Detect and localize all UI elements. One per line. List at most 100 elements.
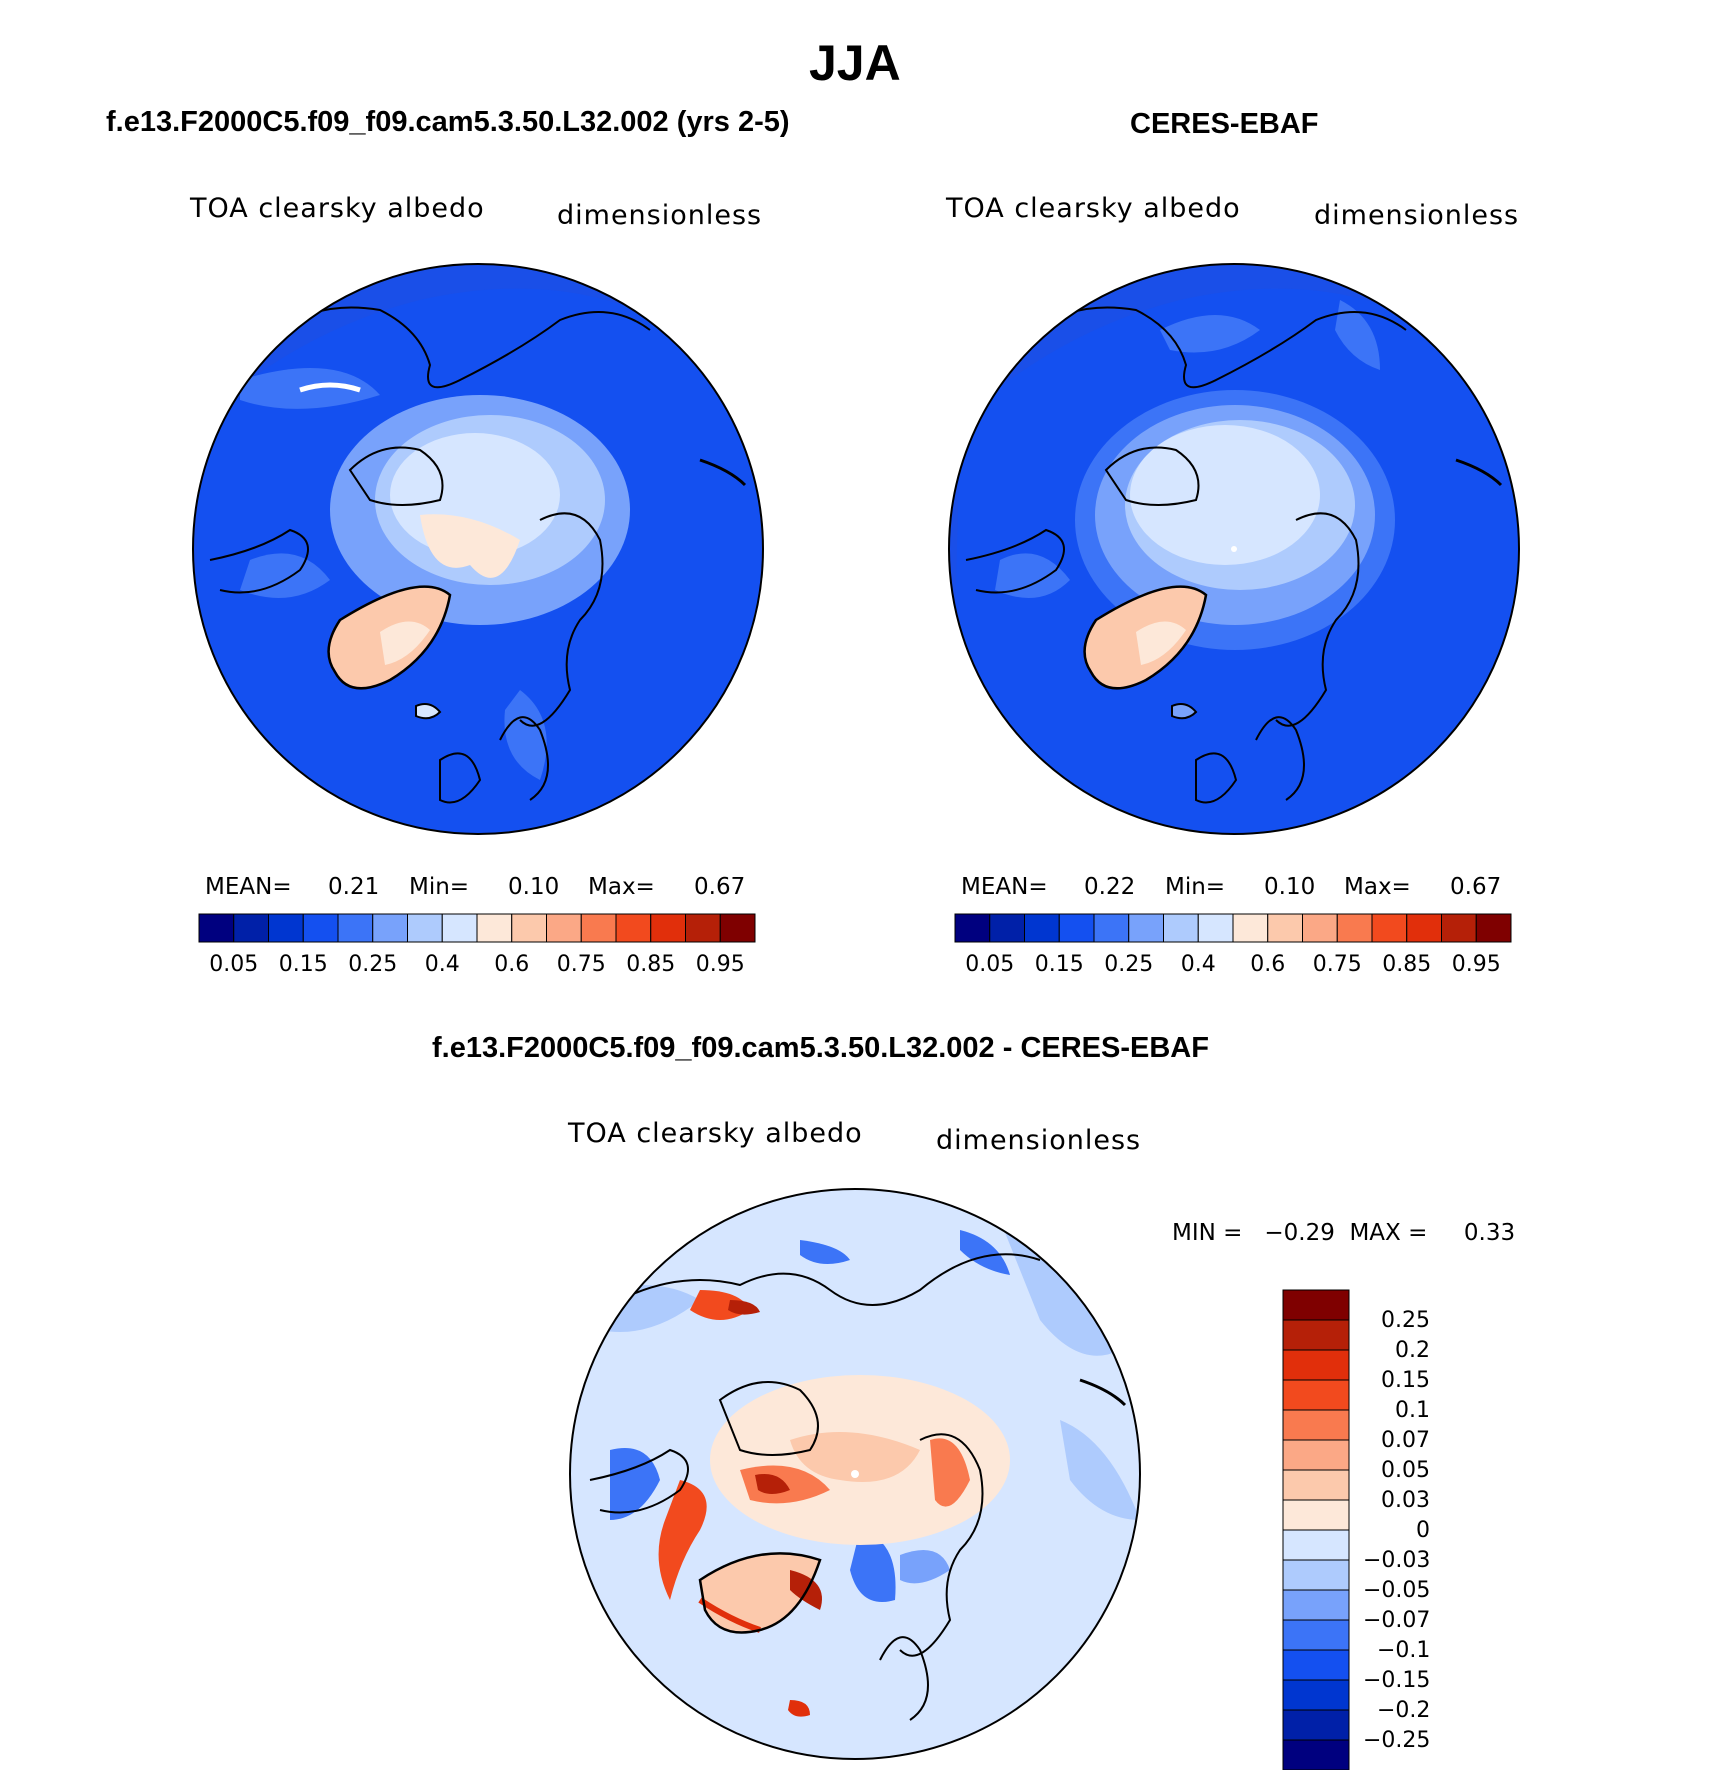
- panel-1-variable: TOA clearsky albedo: [190, 193, 485, 224]
- colorbar-swatch: [580, 913, 617, 943]
- colorbar-tick-label: 0.75: [1312, 952, 1362, 977]
- colorbar-tick-label: −0.25: [1363, 1727, 1431, 1753]
- colorbar-swatch: [1371, 913, 1408, 943]
- colorbar-swatch: [476, 913, 513, 943]
- diff-panel-minmax: MIN = −0.29 MAX = 0.33: [1172, 1220, 1516, 1246]
- colorbar-swatch: [989, 913, 1025, 943]
- colorbar-swatch: [198, 913, 235, 943]
- colorbar-tick-label: 0.15: [1034, 952, 1084, 977]
- colorbar-tick-label: −0.07: [1363, 1607, 1431, 1633]
- colorbar-tick-label: 0.1: [1395, 1397, 1430, 1423]
- panel-1-units: dimensionless: [557, 200, 763, 231]
- panel-2-mean-value: 0.22: [1084, 874, 1136, 900]
- colorbar-swatch: [1282, 1469, 1350, 1501]
- colorbar-swatch: [1302, 913, 1338, 943]
- colorbar-swatch: [1441, 913, 1477, 943]
- panel-1-colorbar: [198, 913, 756, 943]
- colorbar-swatch: [1406, 913, 1442, 943]
- panel-2-max-value: 0.67: [1450, 874, 1502, 900]
- panel-2-colorbar: [954, 913, 1512, 943]
- colorbar-tick-label: 0.05: [1381, 1457, 1430, 1483]
- colorbar-swatch: [1282, 1349, 1350, 1381]
- colorbar-tick-label: 0.25: [348, 952, 398, 977]
- colorbar-swatch: [1282, 1589, 1350, 1621]
- panel-1-mean-value: 0.21: [328, 874, 380, 900]
- panel-1-min-label: Min=: [409, 874, 470, 900]
- colorbar-swatch: [1282, 1709, 1350, 1741]
- colorbar-swatch: [1282, 1619, 1350, 1651]
- colorbar-swatch: [441, 913, 478, 943]
- colorbar-swatch: [1163, 913, 1199, 943]
- panel-1-max-label: Max=: [588, 874, 655, 900]
- colorbar-tick-label: 0.75: [556, 952, 606, 977]
- colorbar-swatch: [1282, 1289, 1350, 1321]
- colorbar-swatch: [1282, 1739, 1350, 1770]
- colorbar-swatch: [1093, 913, 1130, 943]
- panel-2-min-value: 0.10: [1264, 874, 1316, 900]
- diff-panel-variable: TOA clearsky albedo: [568, 1118, 863, 1149]
- panel-1-mean-label: MEAN=: [205, 874, 292, 900]
- figure-title: JJA: [809, 35, 901, 91]
- colorbar-swatch: [1282, 1529, 1350, 1561]
- colorbar-swatch: [337, 913, 374, 943]
- colorbar-swatch: [1024, 913, 1060, 943]
- colorbar-tick-label: 0.07: [1381, 1427, 1430, 1453]
- panel-2-units: dimensionless: [1314, 200, 1520, 231]
- colorbar-swatch: [1282, 1679, 1350, 1711]
- colorbar-tick-label: 0.95: [1451, 952, 1501, 977]
- colorbar-swatch: [1128, 913, 1164, 943]
- diff-panel-units: dimensionless: [936, 1125, 1142, 1156]
- colorbar-swatch: [1336, 913, 1373, 943]
- colorbar-swatch: [546, 913, 582, 943]
- diff-panel-title: f.e13.F2000C5.f09_f09.cam5.3.50.L32.002 …: [432, 1032, 1209, 1064]
- colorbar-swatch: [615, 913, 652, 943]
- colorbar-tick-label: 0.05: [965, 952, 1015, 977]
- colorbar-tick-label: −0.1: [1377, 1637, 1431, 1663]
- colorbar-tick-label: 0.2: [1395, 1337, 1430, 1363]
- colorbar-swatch: [650, 913, 686, 943]
- colorbar-tick-label: −0.03: [1363, 1547, 1431, 1573]
- colorbar-swatch: [372, 913, 408, 943]
- colorbar-swatch: [511, 913, 547, 943]
- colorbar-tick-label: −0.2: [1377, 1697, 1431, 1723]
- colorbar-tick-label: 0.25: [1104, 952, 1154, 977]
- colorbar-swatch: [685, 913, 721, 943]
- colorbar-swatch: [719, 913, 756, 943]
- colorbar-tick-label: 0.15: [1381, 1367, 1430, 1393]
- colorbar-tick-label: 0.6: [1250, 952, 1286, 977]
- panel-2-title: CERES-EBAF: [1130, 108, 1319, 140]
- colorbar-tick-label: 0.4: [1180, 952, 1216, 977]
- colorbar-swatch: [1282, 1319, 1350, 1351]
- panel-1-max-value: 0.67: [694, 874, 746, 900]
- colorbar-tick-label: −0.05: [1363, 1577, 1431, 1603]
- colorbar-swatch: [1197, 913, 1234, 943]
- colorbar-swatch: [1267, 913, 1303, 943]
- colorbar-swatch: [1282, 1439, 1350, 1471]
- colorbar-tick-label: 0.25: [1381, 1307, 1430, 1333]
- panel-2-variable: TOA clearsky albedo: [946, 193, 1241, 224]
- colorbar-swatch: [407, 913, 443, 943]
- colorbar-swatch: [1282, 1409, 1350, 1441]
- colorbar-tick-label: 0.85: [1382, 952, 1432, 977]
- colorbar-tick-label: 0.4: [424, 952, 460, 977]
- colorbar-tick-label: −0.15: [1363, 1667, 1431, 1693]
- colorbar-tick-label: 0.03: [1381, 1487, 1430, 1513]
- colorbar-swatch: [268, 913, 304, 943]
- colorbar-tick-label: 0.6: [494, 952, 530, 977]
- panel-1-title: f.e13.F2000C5.f09_f09.cam5.3.50.L32.002 …: [106, 106, 790, 138]
- colorbar-tick-label: 0.85: [626, 952, 676, 977]
- colorbar-tick-label: 0.15: [278, 952, 328, 977]
- colorbar-swatch: [1282, 1499, 1350, 1531]
- colorbar-swatch: [1282, 1379, 1350, 1411]
- colorbar-swatch: [1282, 1649, 1350, 1681]
- colorbar-swatch: [233, 913, 269, 943]
- colorbar-tick-label: 0: [1416, 1517, 1430, 1543]
- colorbar-swatch: [1232, 913, 1269, 943]
- colorbar-swatch: [954, 913, 991, 943]
- colorbar-swatch: [1475, 913, 1512, 943]
- panel-2-min-label: Min=: [1165, 874, 1226, 900]
- colorbar-swatch: [1282, 1559, 1350, 1591]
- panel-2-max-label: Max=: [1344, 874, 1411, 900]
- diff-colorbar: [1282, 1289, 1350, 1770]
- panel-2-mean-label: MEAN=: [961, 874, 1048, 900]
